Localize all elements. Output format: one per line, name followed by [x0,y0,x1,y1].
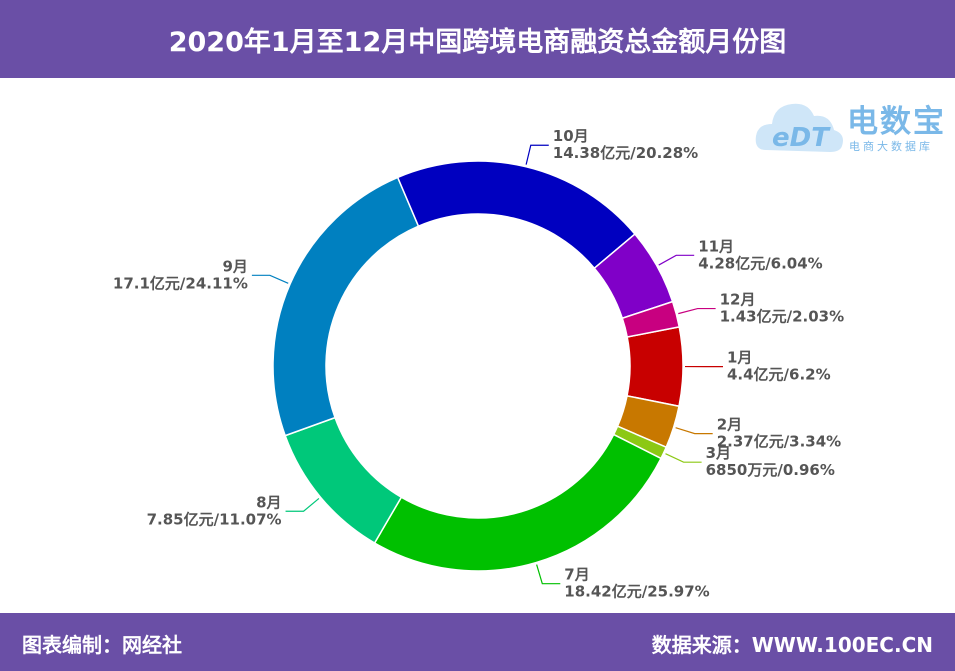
donut-slice-4 [373,433,662,572]
footer-source: 数据来源：WWW.100EC.CN [651,633,933,657]
slice-value-label-1: 4.4亿元/6.2% [727,366,831,384]
cloud-logo-icon: eDT [755,103,843,153]
logo-mark: eDT [772,123,831,153]
logo: eDT 电数宝 电商大数据库 [752,88,952,160]
slice-month-label-3: 3月 [706,444,731,462]
donut-slice-7 [396,160,636,270]
leader-line-4 [536,564,561,585]
slice-month-label-7: 10月 [553,127,589,145]
slice-month-label-8: 11月 [698,237,734,255]
logo-subtitle: 电商大数据库 [849,140,933,153]
leader-line-3 [665,453,702,463]
slice-value-label-4: 18.42亿元/25.97% [564,583,709,601]
donut-chart: 1月4.4亿元/6.2% 2月2.37亿元/3.34%3月6850万元/0.96%… [113,127,845,601]
donut-slice-6 [272,176,420,437]
footer-compiler: 图表编制：网经社 [22,633,182,657]
donut-slice-5 [284,416,403,545]
leader-line-6 [251,274,289,284]
chart-title: 2020年1月至12月中国跨境电商融资总金额月份图 [168,26,787,58]
footer-bar: 图表编制：网经社 数据来源：WWW.100EC.CN [0,613,955,671]
leader-line-2 [675,427,713,435]
slice-month-label-6: 9月 [222,257,247,275]
slice-value-label-2: 2.37亿元/3.34% [717,433,842,451]
donut-slice-1 [626,326,684,408]
slice-value-label-9: 1.43亿元/2.03% [720,308,845,326]
slice-month-label-2: 2月 [717,416,742,434]
slice-month-label-4: 7月 [564,566,589,584]
slice-month-label-9: 12月 [720,291,756,309]
title-bar: 2020年1月至12月中国跨境电商融资总金额月份图 [0,0,955,78]
leader-line-7 [525,144,549,165]
slice-value-label-5: 7.85亿元/11.07% [147,510,282,528]
slice-value-label-3: 6850万元/0.96% [706,461,835,479]
leader-line-9 [678,307,716,315]
slice-value-label-6: 17.1亿元/24.11% [113,274,248,292]
slice-value-label-8: 4.28亿元/6.04% [698,254,823,272]
leader-line-5 [285,497,320,512]
slice-month-label-1: 1月 [727,349,752,367]
logo-brand: 电数宝 [847,104,946,140]
slice-value-label-7: 14.38亿元/20.28% [553,144,698,162]
donut-slice-9 [621,300,681,338]
slice-month-label-5: 8月 [256,493,281,511]
leader-line-8 [658,254,695,266]
